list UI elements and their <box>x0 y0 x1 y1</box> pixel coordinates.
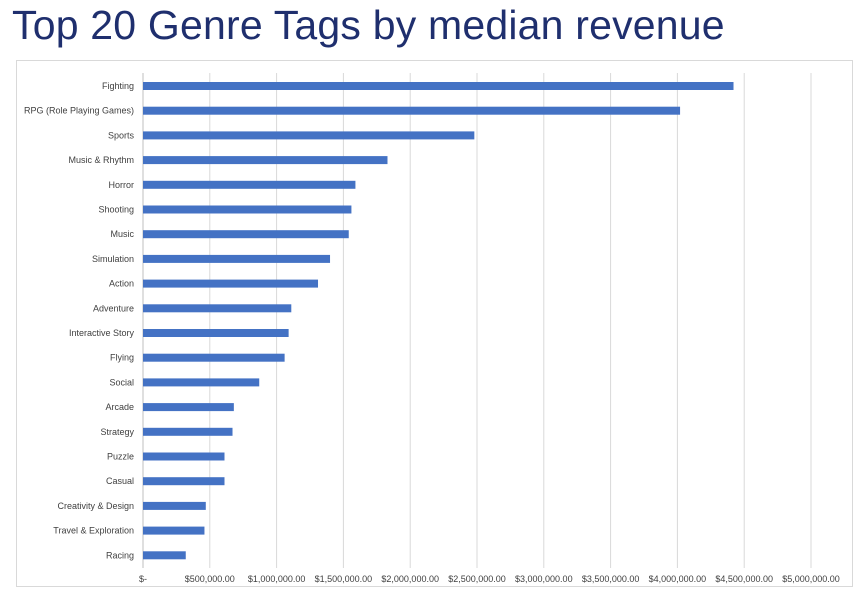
chart-title: Top 20 Genre Tags by median revenue <box>12 2 725 48</box>
x-tick-label: $3,000,000.00 <box>515 574 573 584</box>
x-tick-label: $1,000,000.00 <box>248 574 306 584</box>
bar <box>143 180 356 189</box>
category-label: Social <box>109 377 134 387</box>
category-label: Simulation <box>92 254 134 264</box>
bar <box>143 353 285 362</box>
bar <box>143 254 331 263</box>
category-label: Adventure <box>93 303 134 313</box>
category-label: Strategy <box>100 427 134 437</box>
bar <box>143 304 292 313</box>
bar <box>143 551 186 560</box>
x-tick-label: $4,500,000.00 <box>715 574 773 584</box>
category-label: Music <box>110 229 134 239</box>
bar <box>143 403 234 412</box>
bar <box>143 452 225 461</box>
category-label: Puzzle <box>107 452 134 462</box>
category-label: Music & Rhythm <box>68 155 134 165</box>
bar <box>143 329 289 337</box>
x-tick-label: $4,000,000.00 <box>649 574 707 584</box>
x-tick-label: $2,000,000.00 <box>381 574 439 584</box>
x-tick-label: $2,500,000.00 <box>448 574 506 584</box>
category-label: Fighting <box>102 81 134 91</box>
category-label: Horror <box>108 180 134 190</box>
x-tick-label: $1,500,000.00 <box>315 574 373 584</box>
bar <box>143 82 734 90</box>
bar <box>143 230 349 239</box>
category-label: Interactive Story <box>69 328 135 338</box>
bar <box>143 427 233 436</box>
category-label: Action <box>109 279 134 289</box>
category-label: RPG (Role Playing Games) <box>24 106 134 116</box>
bar <box>143 131 475 140</box>
category-label: Travel & Exploration <box>53 526 134 536</box>
category-label: Arcade <box>105 402 134 412</box>
bar <box>143 477 225 486</box>
category-label: Shooting <box>98 205 134 215</box>
bar <box>143 205 352 214</box>
x-tick-label: $3,500,000.00 <box>582 574 640 584</box>
bar <box>143 501 206 510</box>
bar <box>143 279 319 288</box>
bar <box>143 156 388 165</box>
category-label: Racing <box>106 550 134 560</box>
x-tick-label: $5,000,000.00 <box>782 574 840 584</box>
x-tick-label: $500,000.00 <box>185 574 235 584</box>
bar <box>143 106 681 115</box>
category-label: Flying <box>110 353 134 363</box>
chart-area <box>16 60 853 587</box>
x-tick-label: $- <box>139 574 147 584</box>
category-label: Sports <box>108 130 135 140</box>
category-label: Creativity & Design <box>57 501 134 511</box>
category-label: Casual <box>106 476 134 486</box>
bar <box>143 526 205 535</box>
bar <box>143 378 260 387</box>
